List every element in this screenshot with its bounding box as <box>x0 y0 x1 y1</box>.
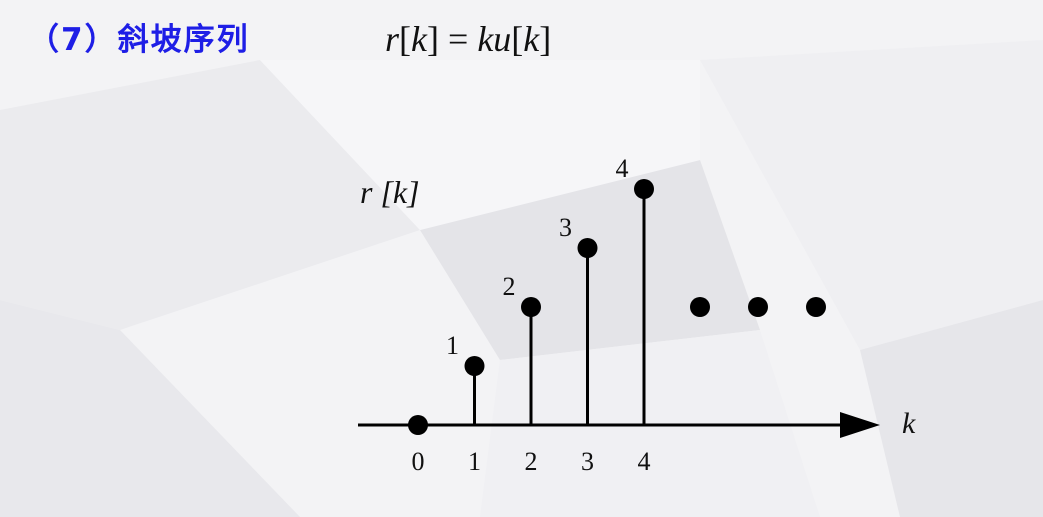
stem-series: 0 1 1 2 2 3 3 4 4 <box>408 154 654 476</box>
y-axis-label: r [k] <box>360 174 420 210</box>
x-tick-label-4: 4 <box>638 447 651 476</box>
stem-point-0 <box>408 415 428 435</box>
continuation-dot-3 <box>806 297 826 317</box>
x-tick-label-0: 0 <box>412 447 425 476</box>
heading-title: 斜坡序列 <box>117 22 250 58</box>
value-label-3: 3 <box>559 213 572 242</box>
formula-equals: = <box>448 19 469 59</box>
formula-rhs-k: k <box>477 19 494 59</box>
formula-rhs-u: u <box>493 19 512 59</box>
stem-point-4 <box>634 179 654 199</box>
formula-rhs-arg: k <box>523 19 540 59</box>
value-label-1: 1 <box>446 331 459 360</box>
formula-lhs-open: [ <box>399 19 412 59</box>
section-heading: （7）斜坡序列 <box>28 14 250 59</box>
continuation-dot-2 <box>748 297 768 317</box>
ramp-formula: r[k] = ku[k] <box>385 18 551 60</box>
stem-point-3 <box>577 238 598 258</box>
formula-lhs-close: ] <box>427 19 439 59</box>
stem-point-2 <box>521 297 541 317</box>
value-label-2: 2 <box>503 272 516 301</box>
x-axis-arrow <box>840 412 880 438</box>
formula-rhs-open: [ <box>511 19 524 59</box>
x-tick-label-3: 3 <box>581 447 594 476</box>
x-axis-label: k <box>902 407 916 440</box>
stem-point-1 <box>464 356 485 376</box>
x-tick-label-1: 1 <box>468 447 481 476</box>
continuation-dot-1 <box>690 297 710 317</box>
continuation-dots <box>690 297 826 317</box>
x-tick-label-2: 2 <box>525 447 538 476</box>
formula-lhs: r <box>385 19 400 59</box>
value-label-4: 4 <box>616 154 629 183</box>
formula-rhs-close: ] <box>539 19 552 59</box>
heading-number: （7） <box>28 22 118 58</box>
formula-lhs-arg: k <box>411 19 427 59</box>
